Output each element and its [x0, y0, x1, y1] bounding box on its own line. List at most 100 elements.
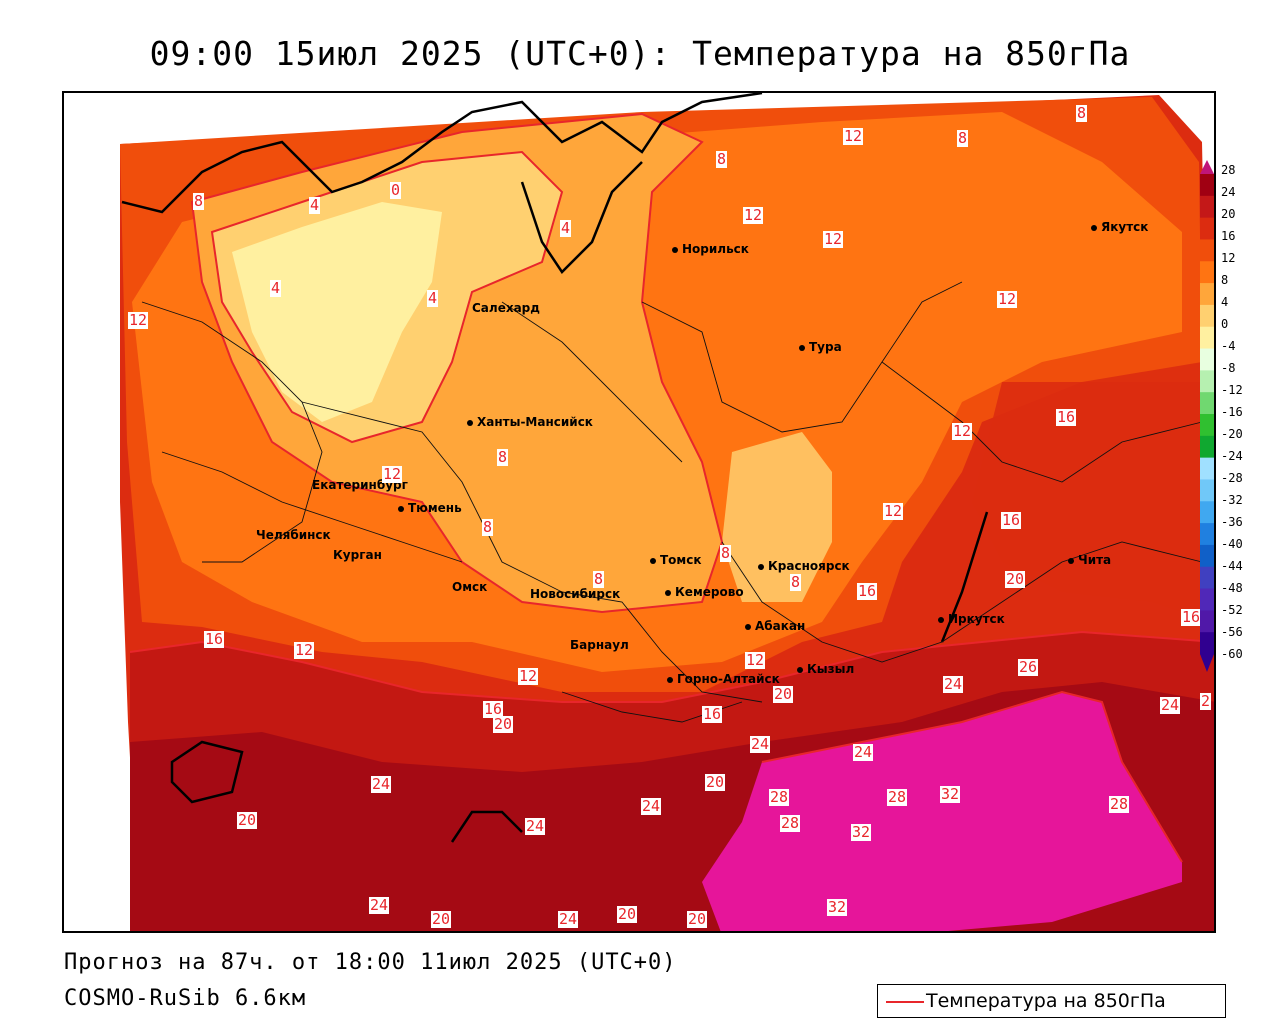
- city-irkutsk: Иркутск: [938, 612, 1005, 626]
- scale-swatch: [1200, 566, 1214, 590]
- contour-label: 12: [997, 290, 1018, 308]
- contour-label: 24: [853, 743, 874, 761]
- contour-label: 24: [371, 775, 392, 793]
- city-chelyabinsk: Челябинск: [256, 528, 331, 542]
- contour-label: 24: [750, 735, 771, 753]
- contour-label: 0: [390, 181, 402, 199]
- scale-swatch: [1200, 435, 1214, 459]
- scale-swatch: [1200, 457, 1214, 480]
- scale-tick-label: 12: [1221, 251, 1236, 265]
- contour-label: 12: [294, 641, 315, 659]
- contour-label: 8: [193, 192, 205, 210]
- contour-label: 28: [1109, 795, 1130, 813]
- scale-tick-label: -40: [1221, 537, 1243, 551]
- contour-label: 16: [1001, 511, 1022, 529]
- scale-tick-label: -8: [1221, 361, 1236, 375]
- city-chita: Чита: [1068, 553, 1111, 567]
- city-dot: [799, 344, 805, 351]
- contour-label: 12: [128, 311, 149, 329]
- scale-swatch: [1200, 174, 1214, 197]
- scale-swatch: [1200, 523, 1214, 546]
- scale-swatch: [1200, 326, 1214, 350]
- contour-label: 16: [483, 700, 504, 718]
- scale-swatch: [1200, 370, 1214, 393]
- city-dot: [1068, 557, 1074, 564]
- city-salekhard: Салехард: [472, 301, 540, 315]
- scale-swatch: [1200, 217, 1214, 240]
- contour-label: 24: [525, 817, 546, 835]
- contour-label: 20: [617, 905, 638, 923]
- legend: Температура на 850гПа: [877, 984, 1226, 1018]
- city-abakan: Абакан: [745, 619, 805, 633]
- contour-label: 20: [687, 910, 708, 928]
- contour-label: 32: [940, 785, 961, 803]
- scale-bottom-arrow: [1200, 654, 1214, 672]
- temperature-field: [64, 93, 1214, 931]
- contour-label: 16: [204, 630, 225, 648]
- city-novosibirsk: Новосибирск: [530, 587, 621, 601]
- city-dot: [797, 666, 803, 673]
- city-tura: Тура: [799, 340, 842, 354]
- contour-label: 20: [705, 773, 726, 791]
- scale-tick-label: -28: [1221, 471, 1243, 485]
- city-dot: [398, 505, 404, 512]
- scale-swatch: [1200, 283, 1214, 306]
- city-kyzyl: Кызыл: [797, 662, 854, 676]
- scale-swatch: [1200, 304, 1214, 328]
- contour-label: 32: [851, 823, 872, 841]
- city-krasnoyarsk: Красноярск: [758, 559, 850, 573]
- contour-label: 8: [957, 129, 969, 147]
- city-norilsk: Норильск: [672, 242, 749, 256]
- scale-swatch: [1200, 501, 1214, 524]
- scale-tick-label: -24: [1221, 449, 1243, 463]
- contour-label: 4: [270, 279, 282, 297]
- contour-label: 8: [716, 150, 728, 168]
- contour-label: 8: [1076, 104, 1088, 122]
- scale-tick-label: 8: [1221, 273, 1229, 287]
- city-dot: [667, 676, 673, 683]
- scale-swatch: [1200, 392, 1214, 415]
- contour-label: 8: [720, 544, 732, 562]
- contour-label: 8: [593, 570, 605, 588]
- contour-label: 28: [780, 814, 801, 832]
- scale-tick-label: -32: [1221, 493, 1243, 507]
- scale-swatch: [1200, 414, 1214, 437]
- contour-label: 12: [952, 422, 973, 440]
- city-barnaul: Барнаул: [570, 638, 629, 652]
- contour-label: 32: [827, 898, 848, 916]
- scale-top-arrow: [1200, 160, 1214, 174]
- city-yakutsk: Якутск: [1091, 220, 1148, 234]
- contour-label: 12: [883, 502, 904, 520]
- contour-label: 26: [1018, 658, 1039, 676]
- contour-label: 20: [431, 910, 452, 928]
- scale-tick-label: -36: [1221, 515, 1243, 529]
- contour-label: 4: [309, 196, 321, 214]
- city-tyumen: Тюмень: [398, 501, 462, 515]
- city-kemerovo: Кемерово: [665, 585, 744, 599]
- scale-tick-label: -56: [1221, 625, 1243, 639]
- scale-swatch: [1200, 479, 1214, 502]
- city-omsk: Омск: [452, 580, 488, 594]
- legend-line-swatch: [886, 1001, 924, 1003]
- scale-tick-label: -4: [1221, 339, 1236, 353]
- legend-label: Температура на 850гПа: [926, 990, 1166, 1012]
- contour-label: 20: [773, 685, 794, 703]
- city-dot: [1091, 224, 1097, 231]
- color-scale: [1200, 160, 1214, 672]
- scale-tick-label: -48: [1221, 581, 1243, 595]
- contour-label: 20: [1005, 570, 1026, 588]
- city-dot: [467, 419, 473, 426]
- model-info: COSMO-RuSib 6.6км: [64, 986, 307, 1011]
- contour-label: 20: [237, 811, 258, 829]
- scale-tick-label: -16: [1221, 405, 1243, 419]
- city-dot: [745, 623, 751, 630]
- map-title: 09:00 15июл 2025 (UTC+0): Температура на…: [149, 34, 1131, 73]
- forecast-map: [62, 91, 1216, 933]
- contour-label: 24: [558, 910, 579, 928]
- contour-label: 16: [1056, 408, 1077, 426]
- city-gorno-altaysk: Горно-Алтайск: [667, 672, 780, 686]
- scale-swatch: [1200, 544, 1214, 568]
- contour-label: 16: [857, 582, 878, 600]
- contour-label: 24: [943, 675, 964, 693]
- city-khanty-mansiysk: Ханты-Мансийск: [467, 415, 593, 429]
